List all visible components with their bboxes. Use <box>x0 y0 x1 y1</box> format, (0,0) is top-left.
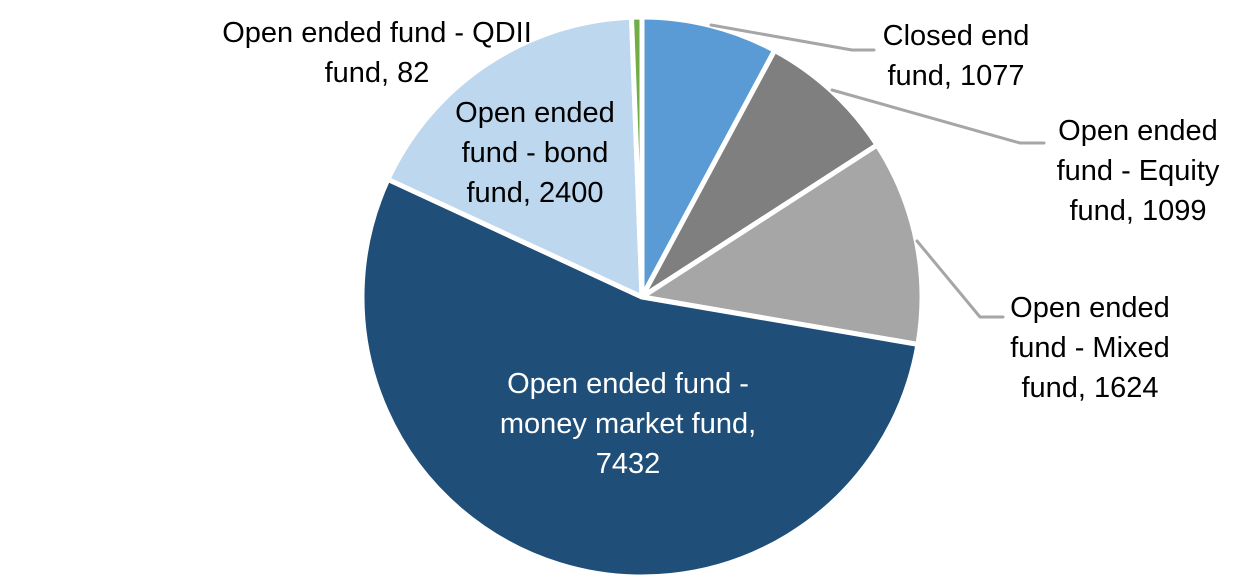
pie-slice-bond-fund <box>385 14 645 300</box>
label-line: 7432 <box>595 448 661 480</box>
label-line: Open ended fund - <box>507 368 749 400</box>
label-line: Open ended <box>1058 115 1218 147</box>
label-line: Open ended fund - QDII <box>222 17 532 49</box>
label-line: fund, 82 <box>324 57 430 89</box>
pie-slice-money-market-fund <box>359 176 921 580</box>
label-bond-fund: Open ended fund - bond fund, 2400 <box>455 93 615 213</box>
label-line: fund, 1077 <box>887 60 1025 92</box>
label-money-market-fund: Open ended fund - money market fund, 743… <box>500 364 756 484</box>
label-line: fund - Mixed <box>1010 332 1170 364</box>
leader-line-mixed-fund <box>915 239 1005 319</box>
leader-line-equity-fund <box>830 88 1046 145</box>
label-closed-end-fund: Closed end fund, 1077 <box>883 16 1030 96</box>
leader-line-closed-end-fund <box>709 23 876 52</box>
label-line: Open ended <box>1010 292 1170 324</box>
label-mixed-fund: Open ended fund - Mixed fund, 1624 <box>1010 288 1170 408</box>
label-line: fund, 2400 <box>466 177 604 209</box>
label-line: fund, 1099 <box>1069 195 1207 227</box>
label-line: fund - Equity <box>1056 155 1220 187</box>
label-line: Closed end <box>882 20 1030 52</box>
label-line: fund - bond <box>461 137 609 169</box>
label-line: fund, 1624 <box>1021 372 1159 404</box>
label-line: Open ended <box>455 97 615 129</box>
label-qdii-fund: Open ended fund - QDII fund, 82 <box>222 13 532 93</box>
pie-slice-qdii-fund <box>628 14 645 300</box>
label-equity-fund: Open ended fund - Equity fund, 1099 <box>1057 111 1220 231</box>
label-line: money market fund, <box>499 408 757 440</box>
